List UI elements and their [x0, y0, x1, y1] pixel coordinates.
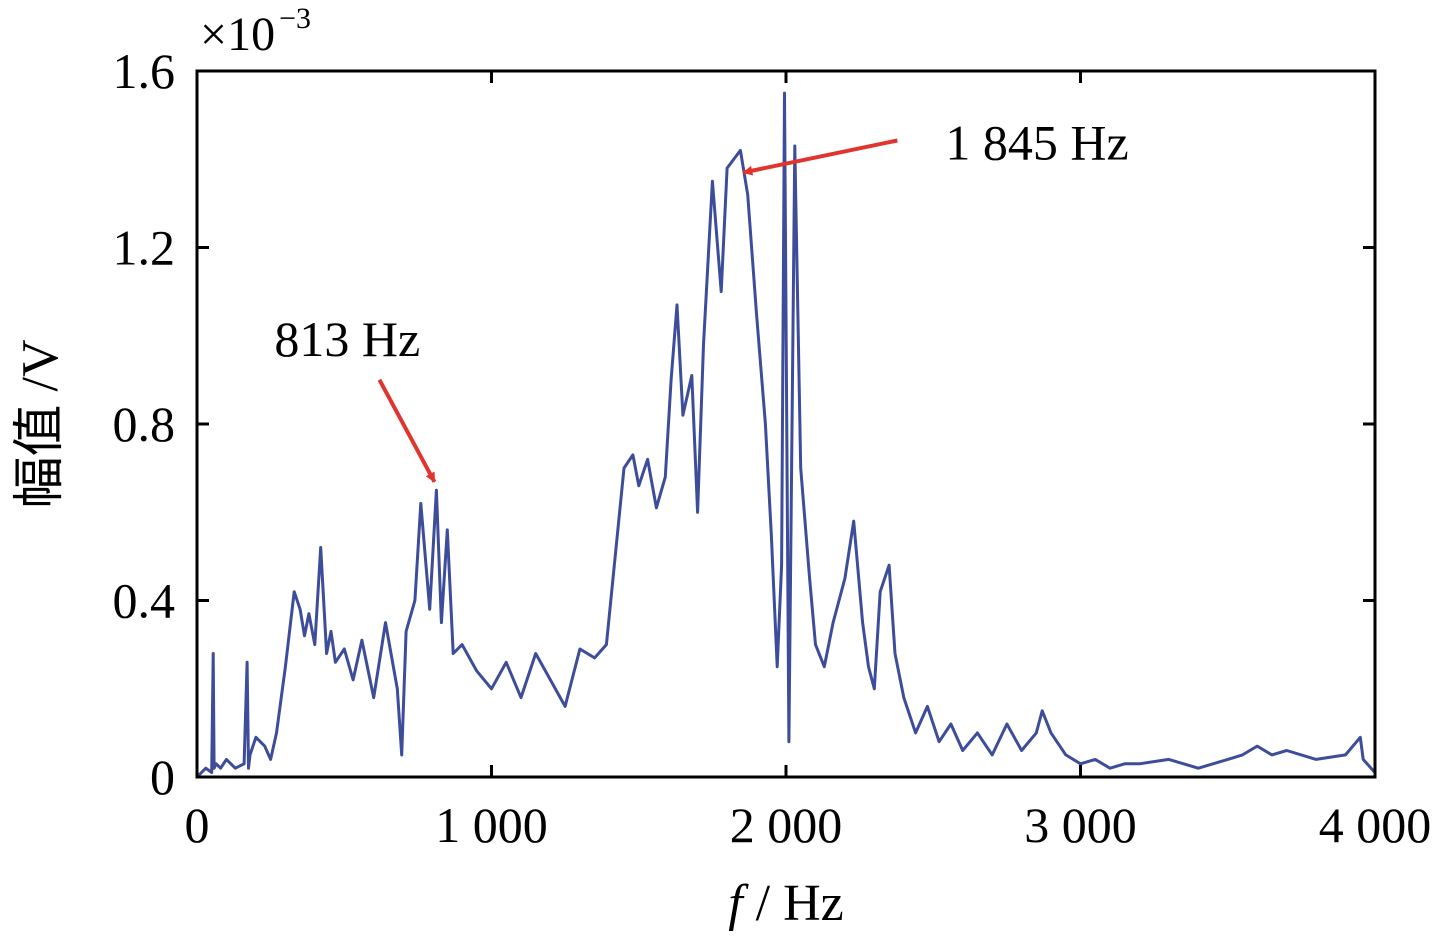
annotation-layer: 813 Hz 1 845 Hz	[274, 114, 1129, 483]
x-tick-label: 3 000	[1024, 797, 1137, 853]
annotation-label-813: 813 Hz	[274, 311, 420, 367]
x-tick-label: 0	[185, 797, 210, 853]
y-tick-label: 1.2	[113, 220, 176, 276]
series-layer	[195, 91, 1377, 779]
y-tick-label: 0	[150, 749, 175, 805]
plot-frame	[195, 69, 1377, 779]
tick-label-layer: 0 1 000 2 000 3 000 4 000 0 0.4 0.8 1.2 1.6	[113, 43, 1432, 853]
y-tick-label: 0.8	[113, 396, 176, 452]
annotation-label-1845: 1 845 Hz	[945, 114, 1128, 170]
y-axis-title: 幅值 /V	[12, 339, 69, 508]
x-axis-title: f / Hz	[728, 875, 844, 932]
y-tick-label: 0.4	[113, 573, 176, 629]
x-tick-label: 4 000	[1319, 797, 1432, 853]
y-tick-label: 1.6	[113, 43, 176, 99]
series-line-0	[195, 91, 1377, 779]
y-scale-prefix: ×10	[200, 8, 275, 61]
annotation-arrow-1845	[742, 138, 898, 176]
y-scale-exponent: −3	[279, 2, 311, 35]
x-axis-unit: / Hz	[743, 875, 844, 932]
x-tick-label: 1 000	[435, 797, 548, 853]
annotation-arrow-813	[377, 378, 437, 483]
y-scale-factor: ×10 −3	[200, 2, 311, 61]
x-tick-label: 2 000	[730, 797, 843, 853]
